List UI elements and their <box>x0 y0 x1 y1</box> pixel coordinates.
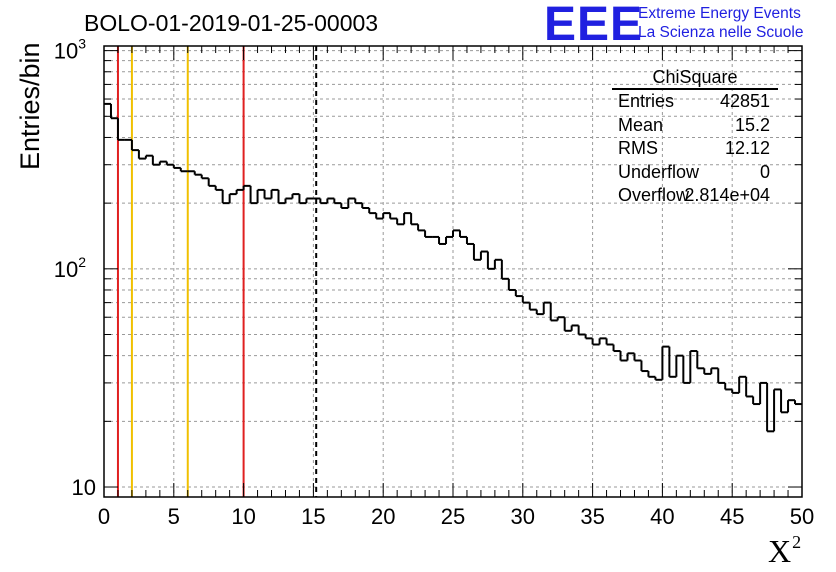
x-tick-label: 10 <box>231 504 255 529</box>
x-tick-label: 40 <box>650 504 674 529</box>
stats-value: 15.2 <box>734 114 770 135</box>
x-axis-label-sup: 2 <box>792 532 802 552</box>
x-tick-label: 0 <box>98 504 110 529</box>
stats-value: 0 <box>759 161 770 182</box>
y-tick-label: 103 <box>54 36 86 64</box>
stats-value: 12.12 <box>724 138 770 158</box>
stats-row: Underflow 0 <box>612 161 778 185</box>
stats-key: Entries <box>618 91 675 111</box>
x-tick-label: 45 <box>720 504 744 529</box>
chart-title: BOLO-01-2019-01-25-00003 <box>84 10 379 36</box>
stats-row: RMS 12.12 <box>612 137 778 161</box>
stats-row: Mean 15.2 <box>612 114 778 138</box>
y-axis-label: Entries/bin <box>15 42 45 170</box>
y-tick-label: 10 <box>72 475 96 500</box>
x-axis-label: X2 <box>768 532 801 570</box>
stats-title: ChiSquare <box>612 66 778 90</box>
stats-row: Entries 42851 <box>612 90 778 114</box>
stats-key: Mean <box>618 114 664 135</box>
logo-line-2: La Scienza nelle Scuole <box>638 24 804 41</box>
x-tick-label: 35 <box>580 504 604 529</box>
eee-logo: EEE <box>544 0 644 51</box>
x-tick-label: 5 <box>168 504 180 529</box>
stats-row: Overflow 2.814e+04 <box>612 184 778 208</box>
stats-value: 42851 <box>719 91 770 111</box>
stats-value: 2.814e+04 <box>684 185 770 205</box>
x-tick-label: 15 <box>301 504 325 529</box>
logo-line-1: Extreme Energy Events <box>638 5 801 22</box>
stats-key: Underflow <box>618 161 700 182</box>
x-tick-label: 50 <box>790 504 814 529</box>
logo-text: Extreme Energy Events La Scienza nelle S… <box>638 4 803 42</box>
y-tick-label: 102 <box>54 254 86 282</box>
x-tick-label: 30 <box>511 504 535 529</box>
x-tick-label: 25 <box>441 504 465 529</box>
stats-key: RMS <box>618 138 658 158</box>
stats-box: ChiSquare Entries 42851 Mean 15.2 RMS 12.12… <box>612 66 778 208</box>
x-tick-label: 20 <box>371 504 395 529</box>
stats-key: Overflow <box>618 185 690 205</box>
x-axis-label-main: X <box>768 533 792 569</box>
